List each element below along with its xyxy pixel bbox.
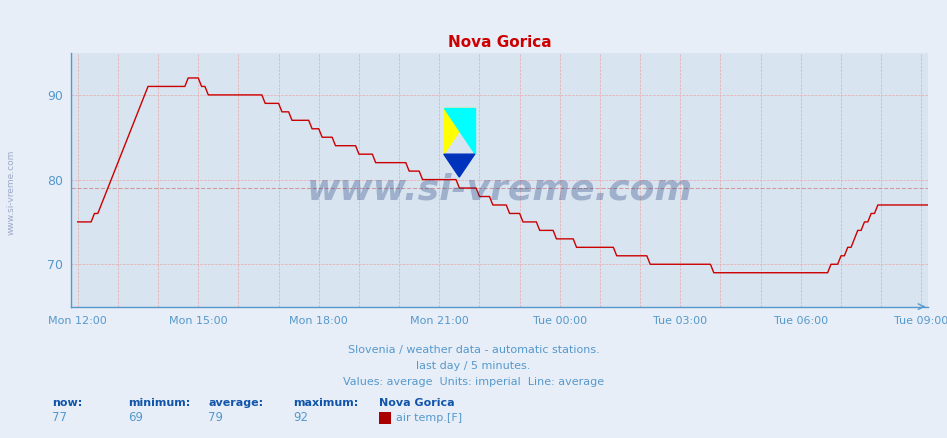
Text: last day / 5 minutes.: last day / 5 minutes. [417, 361, 530, 371]
Text: air temp.[F]: air temp.[F] [396, 413, 462, 424]
Text: now:: now: [52, 399, 82, 409]
Text: 92: 92 [294, 411, 309, 424]
Polygon shape [444, 109, 474, 154]
Polygon shape [444, 154, 474, 177]
Polygon shape [444, 109, 474, 154]
Text: minimum:: minimum: [128, 399, 190, 409]
Text: average:: average: [208, 399, 263, 409]
Text: 77: 77 [52, 411, 67, 424]
Text: Nova Gorica: Nova Gorica [379, 399, 455, 409]
Text: 69: 69 [128, 411, 143, 424]
Text: Values: average  Units: imperial  Line: average: Values: average Units: imperial Line: av… [343, 377, 604, 387]
Text: www.si-vreme.com: www.si-vreme.com [7, 150, 16, 235]
Text: 79: 79 [208, 411, 223, 424]
Text: maximum:: maximum: [294, 399, 359, 409]
Text: www.si-vreme.com: www.si-vreme.com [307, 173, 692, 207]
Title: Nova Gorica: Nova Gorica [448, 35, 551, 50]
Text: Slovenia / weather data - automatic stations.: Slovenia / weather data - automatic stat… [348, 345, 599, 355]
